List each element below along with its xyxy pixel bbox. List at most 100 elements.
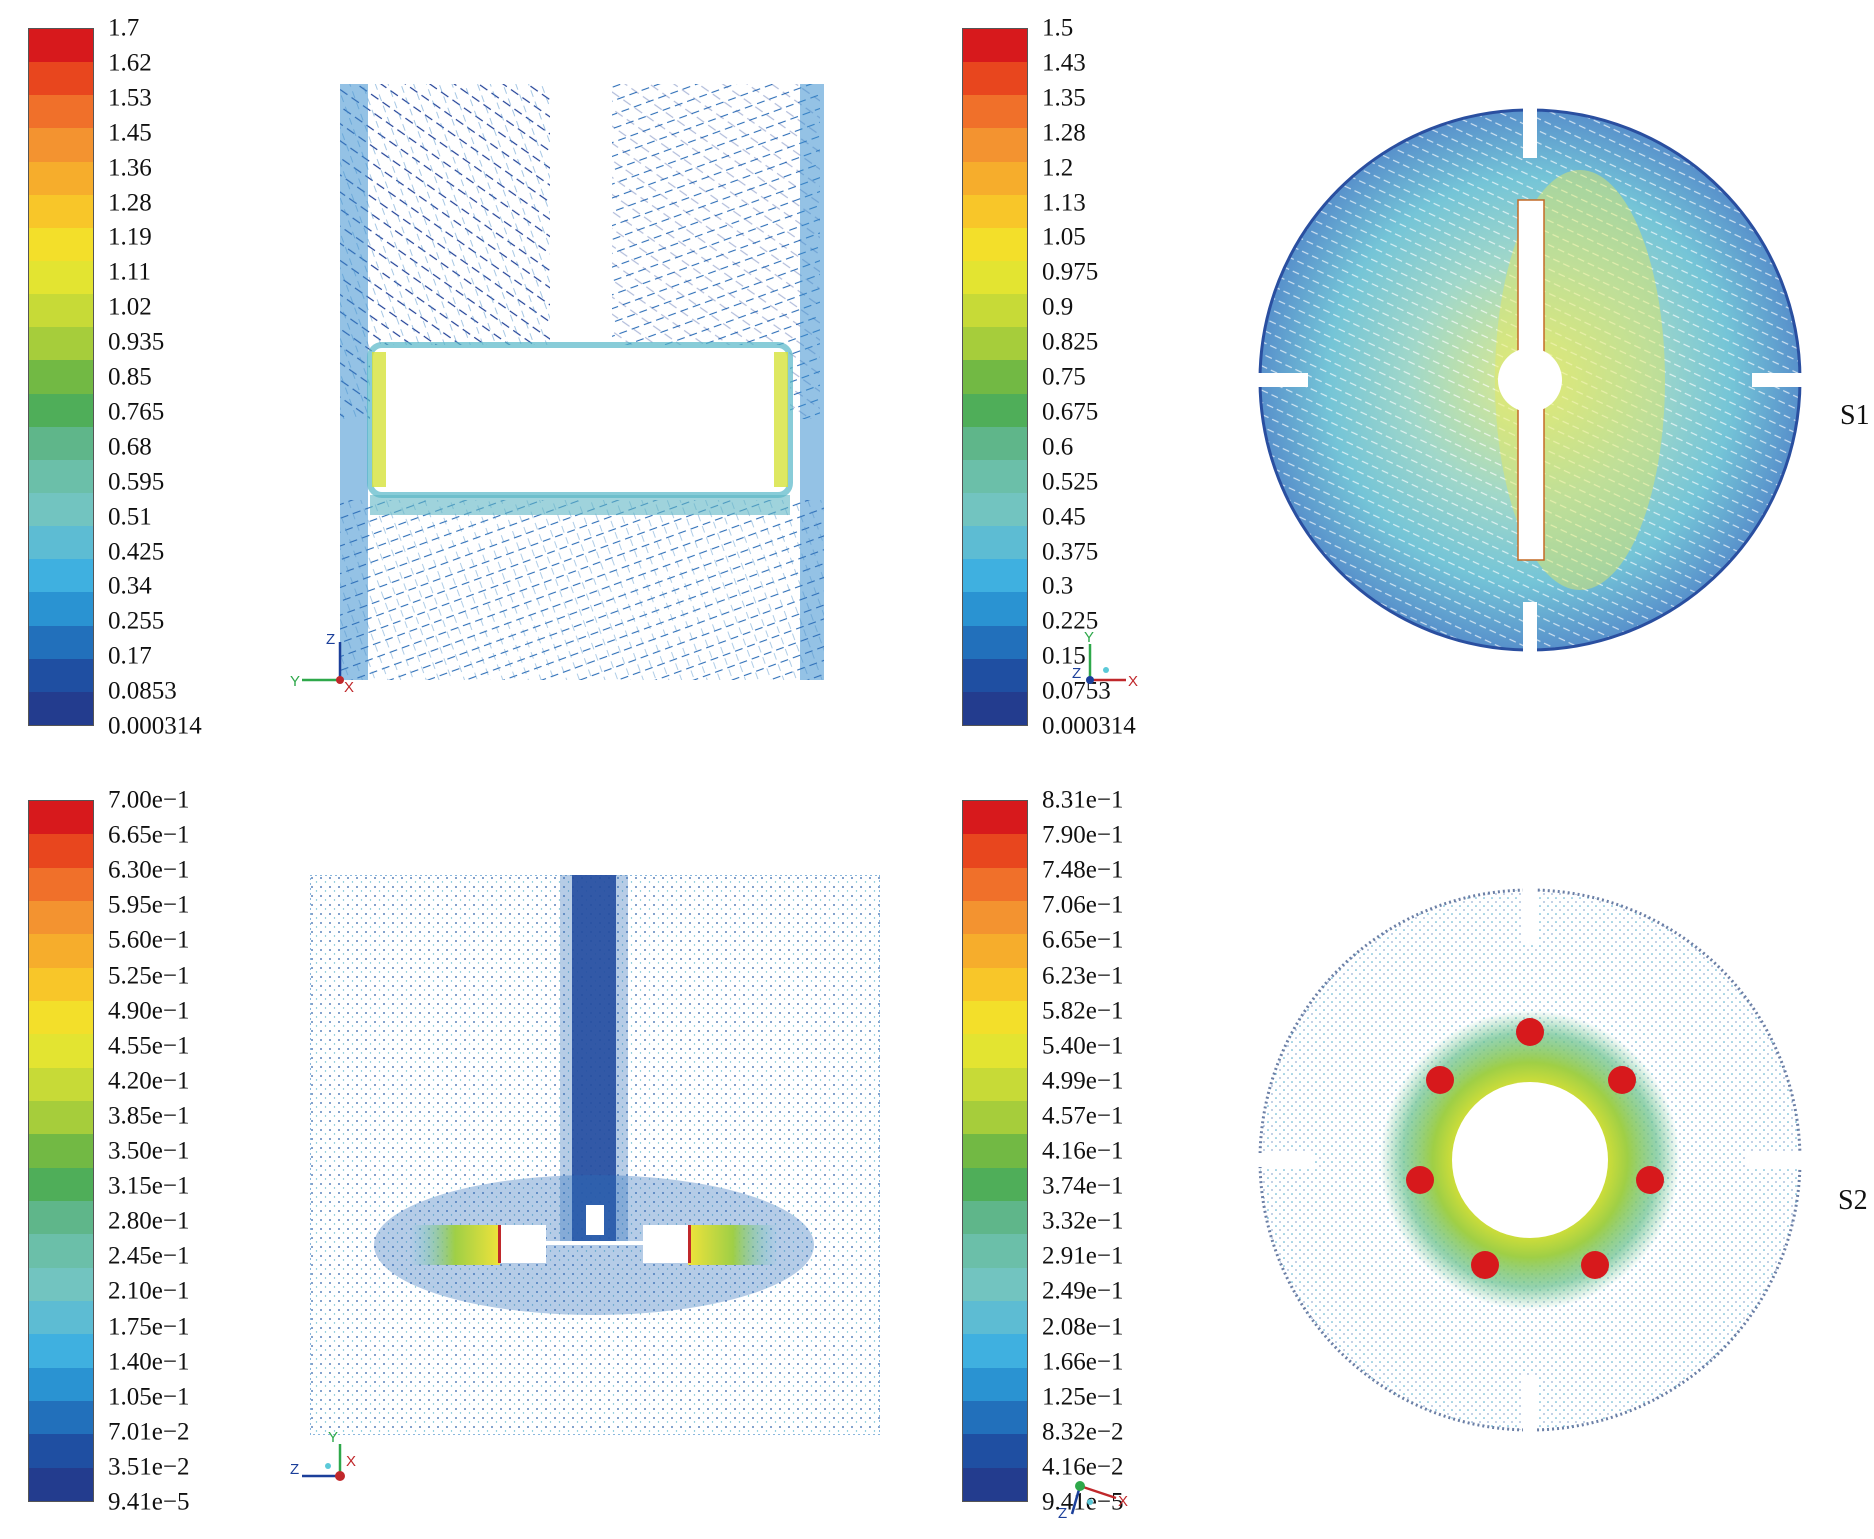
- colorbar-tick-label: 0.525: [1042, 468, 1099, 496]
- axis-label-horizontal: Y: [290, 673, 300, 690]
- colorbar-segment: [963, 1300, 1027, 1335]
- vector-field-svg: [1258, 888, 1802, 1432]
- colorbar-segment: [963, 658, 1027, 692]
- colorbar-tick-label: 4.99e−1: [1042, 1067, 1124, 1095]
- colorbar-segment: [963, 1100, 1027, 1135]
- colorbar-tick-label: 1.13: [1042, 189, 1086, 216]
- colorbar-tick-label: 0.375: [1042, 538, 1099, 565]
- colorbar-segment: [29, 426, 93, 460]
- colorbar-segment: [29, 29, 93, 63]
- colorbar-segment: [963, 1267, 1027, 1301]
- colorbar-tick-label: 0.935: [108, 328, 165, 356]
- axis-triad-icon: Z Y X: [290, 630, 360, 705]
- colorbar-tick-label: 0.6: [1042, 433, 1074, 461]
- colorbar-segment: [29, 1234, 93, 1268]
- colorbar-segment: [963, 1034, 1027, 1068]
- colorbar-segment: [963, 867, 1027, 901]
- colorbar-tick-label: 1.7: [108, 14, 140, 42]
- colorbar-tick-label: 5.40e−1: [1042, 1032, 1124, 1060]
- colorbar-tick-label: 0.75: [1042, 363, 1086, 391]
- colorbar-segment: [29, 1067, 93, 1101]
- colorbar-segment: [963, 426, 1027, 460]
- colorbar-tick-label: 5.25e−1: [108, 962, 190, 989]
- colorbar-segment: [29, 62, 93, 96]
- colorbar-segment: [29, 260, 93, 295]
- colorbar-segment: [963, 801, 1027, 835]
- colorbar-segment: [963, 95, 1027, 129]
- colorbar-tick-label: 6.65e−1: [1042, 926, 1124, 954]
- colorbar-tick-label: 6.30e−1: [108, 856, 190, 884]
- colorbar-segment: [29, 625, 93, 659]
- colorbar-segment: [29, 1200, 93, 1235]
- colorbar-tick-label: 0.0753: [1042, 677, 1111, 705]
- colorbar-tick-label: 1.2: [1042, 154, 1074, 182]
- colorbar-tick-label: 1.35: [1042, 84, 1086, 112]
- colorbar-segment: [963, 691, 1027, 725]
- colorbar-tick-label: 1.28: [108, 189, 152, 216]
- colorbar-segment: [963, 1200, 1027, 1235]
- colorbar-segment: [963, 1334, 1027, 1368]
- axis-label-center: X: [346, 1453, 356, 1470]
- colorbar-segment: [963, 1400, 1027, 1435]
- colorbar-segment: [963, 492, 1027, 527]
- colorbar-tick-label: 8.31e−1: [1042, 786, 1124, 814]
- colorbar-segment: [29, 161, 93, 195]
- colorbar-tick-label: 4.16e−1: [1042, 1137, 1124, 1165]
- colorbar-tick-label: 0.000314: [108, 712, 202, 740]
- colorbar-tick-label: 1.45: [108, 119, 152, 147]
- axis-label-horizontal: X: [1118, 1493, 1128, 1510]
- colorbar-segment: [963, 128, 1027, 162]
- colorbar: [962, 800, 1028, 1502]
- colorbar-tick-label: 1.62: [108, 49, 152, 77]
- panel-s2-vertical: 7.00e−1 6.65e−1 6.30e−1 5.95e−1 5.60e−1 5.25e…: [0, 780, 960, 1539]
- colorbar-tick-label: 2.91e−1: [1042, 1242, 1124, 1270]
- axis-label-horizontal: X: [1128, 673, 1138, 690]
- colorbar-segment: [29, 360, 93, 394]
- colorbar-segment: [29, 1467, 93, 1501]
- colorbar-segment: [963, 1167, 1027, 1201]
- colorbar-tick-label: 1.25e−1: [1042, 1383, 1124, 1411]
- colorbar-tick-label: 2.80e−1: [108, 1207, 190, 1235]
- colorbar-tick-label: 0.225: [1042, 607, 1099, 635]
- colorbar-segment: [963, 900, 1027, 935]
- colorbar-tick-label: 0.51: [108, 503, 152, 531]
- colorbar-segment: [963, 1000, 1027, 1035]
- colorbar-segment: [29, 95, 93, 129]
- colorbar-segment: [963, 1434, 1027, 1468]
- colorbar-tick-label: 1.53: [108, 84, 152, 112]
- colorbar-tick-label: 3.74e−1: [1042, 1172, 1124, 1200]
- colorbar-tick-label: 6.65e−1: [108, 821, 190, 849]
- colorbar-segment: [963, 260, 1027, 295]
- axis-label-horizontal: Z: [290, 1461, 299, 1478]
- colorbar-segment: [29, 327, 93, 361]
- row-label-s2: S2: [1838, 1185, 1868, 1216]
- colorbar-segment: [29, 1134, 93, 1168]
- colorbar-segment: [963, 327, 1027, 361]
- colorbar-segment: [29, 691, 93, 725]
- colorbar-segment: [29, 1000, 93, 1035]
- colorbar-tick-label: 4.57e−1: [1042, 1102, 1124, 1130]
- colorbar-tick-label: 9.41e−5: [108, 1488, 190, 1516]
- row-label-s1: S1: [1840, 400, 1870, 431]
- colorbar-segment: [963, 967, 1027, 1001]
- colorbar-tick-label: 0.675: [1042, 398, 1099, 426]
- colorbar-tick-label: 1.75e−1: [108, 1313, 190, 1340]
- colorbar-tick-label: 3.15e−1: [108, 1172, 190, 1200]
- colorbar-tick-label: 1.66e−1: [1042, 1348, 1124, 1376]
- axis-label-center: X: [344, 679, 354, 696]
- axis-label-vertical: Y: [1084, 630, 1094, 646]
- colorbar-segment: [29, 194, 93, 228]
- colorbar-segment: [963, 934, 1027, 968]
- vector-field-plot: [1250, 880, 1810, 1440]
- colorbar-segment: [963, 62, 1027, 96]
- colorbar-segment: [29, 1100, 93, 1135]
- colorbar-segment: [29, 967, 93, 1001]
- colorbar-tick-label: 1.36: [108, 154, 152, 182]
- colorbar-segment: [29, 1367, 93, 1401]
- colorbar-tick-label: 2.08e−1: [1042, 1313, 1124, 1340]
- colorbar-tick-label: 7.90e−1: [1042, 821, 1124, 849]
- colorbar: [962, 28, 1028, 726]
- colorbar-segment: [963, 161, 1027, 195]
- vector-field-svg: [310, 875, 880, 1435]
- colorbar-segment: [963, 1134, 1027, 1168]
